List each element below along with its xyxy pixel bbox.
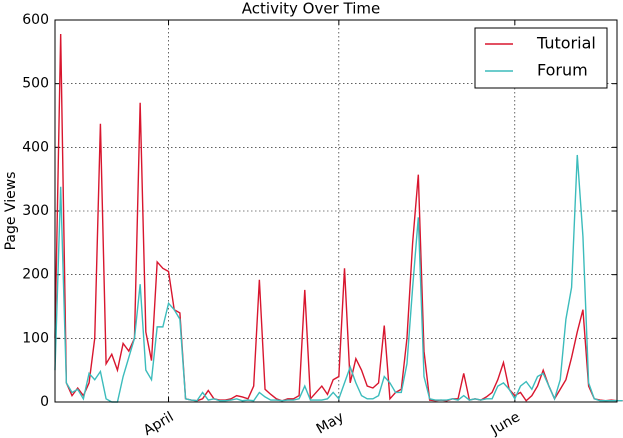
plot-frame <box>54 19 618 403</box>
y-tick-label: 400 <box>22 139 49 155</box>
data-line <box>54 33 623 402</box>
y-tick-label: 100 <box>22 330 49 346</box>
data-line <box>54 154 623 403</box>
y-axis-label: Page Views <box>3 172 19 251</box>
y-tick-label: 300 <box>22 203 49 219</box>
x-tick-label: June <box>488 409 523 438</box>
x-tick-label: April <box>141 409 177 438</box>
legend-label: Tutorial <box>536 34 596 53</box>
legend-label: Forum <box>537 61 588 80</box>
legend-box <box>474 27 608 89</box>
y-tick-label: 0 <box>40 394 49 410</box>
y-tick-label: 200 <box>22 267 49 283</box>
y-tick-label: 500 <box>22 76 49 92</box>
y-tick-label: 600 <box>22 12 49 28</box>
x-tick-label: May <box>314 409 347 437</box>
chart-title: Activity Over Time <box>242 0 380 18</box>
